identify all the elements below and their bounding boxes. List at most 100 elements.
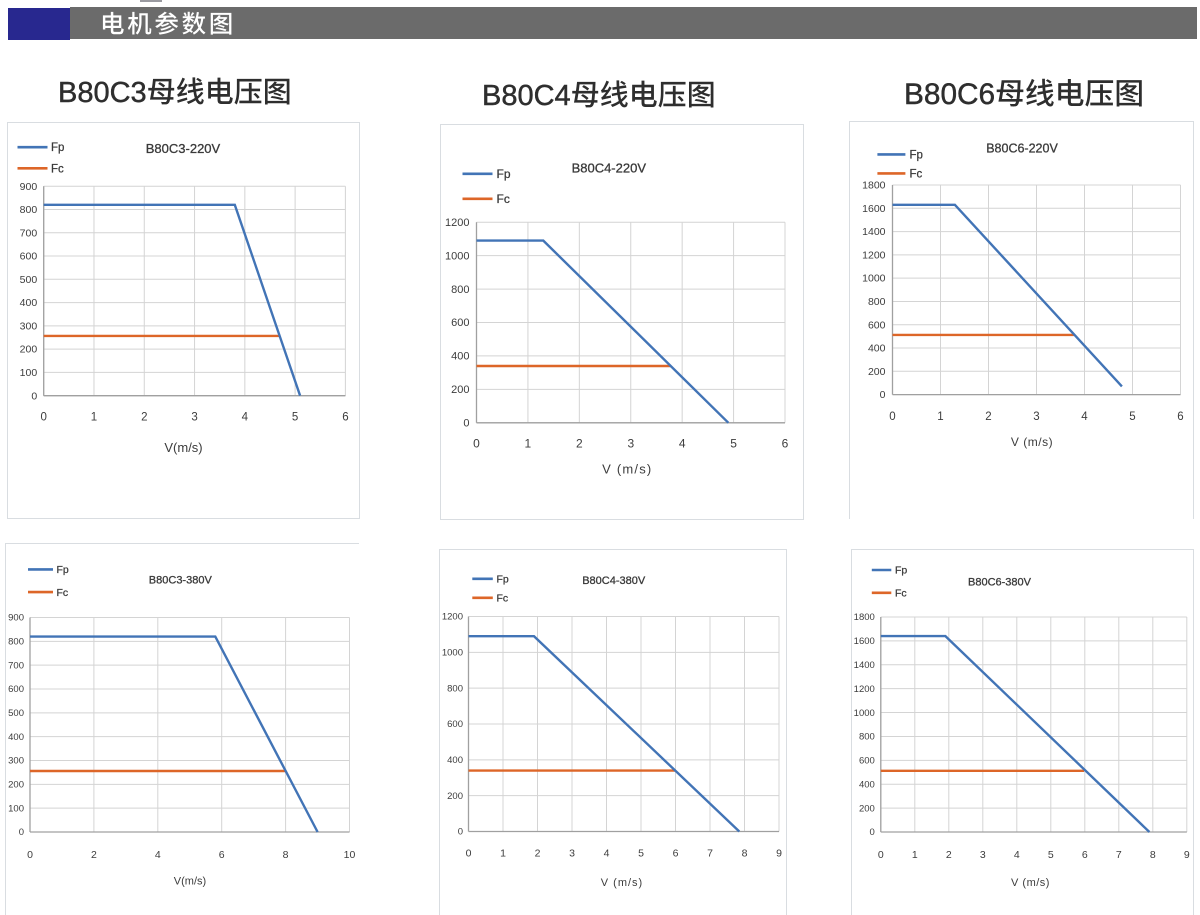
svg-text:4: 4 — [604, 848, 610, 860]
svg-text:1: 1 — [500, 848, 506, 860]
svg-text:200: 200 — [20, 344, 38, 356]
svg-text:4: 4 — [1081, 411, 1088, 423]
svg-text:5: 5 — [730, 436, 737, 450]
svg-text:B80C3-220V: B80C3-220V — [146, 141, 221, 156]
svg-text:B80C6-380V: B80C6-380V — [968, 577, 1032, 589]
svg-text:B80C3: B80C3 — [58, 77, 147, 109]
svg-text:800: 800 — [447, 683, 463, 694]
svg-text:400: 400 — [20, 297, 38, 309]
svg-text:Fp: Fp — [895, 565, 907, 577]
svg-text:V (m/s): V (m/s) — [1011, 435, 1053, 449]
svg-text:3: 3 — [627, 436, 634, 450]
svg-text:3: 3 — [1033, 411, 1039, 423]
svg-text:400: 400 — [8, 732, 24, 743]
svg-text:700: 700 — [20, 227, 38, 239]
svg-text:6: 6 — [781, 436, 788, 450]
svg-text:4: 4 — [678, 436, 685, 450]
svg-text:B80C6-220V: B80C6-220V — [986, 142, 1058, 156]
svg-text:200: 200 — [447, 791, 463, 802]
svg-text:B80C4-380V: B80C4-380V — [582, 575, 646, 587]
svg-text:Fp: Fp — [51, 142, 64, 154]
svg-text:3: 3 — [979, 849, 985, 861]
svg-text:100: 100 — [20, 367, 38, 379]
svg-text:9: 9 — [776, 848, 782, 860]
svg-text:Fp: Fp — [910, 149, 923, 161]
svg-text:900: 900 — [20, 181, 38, 193]
svg-text:1: 1 — [524, 436, 531, 450]
svg-text:600: 600 — [858, 756, 874, 767]
svg-text:6: 6 — [673, 848, 679, 860]
svg-text:10: 10 — [344, 849, 356, 861]
svg-text:4: 4 — [242, 412, 249, 424]
svg-text:V(m/s): V(m/s) — [164, 440, 202, 455]
svg-text:V (m/s): V (m/s) — [601, 877, 643, 889]
svg-text:1: 1 — [911, 849, 917, 861]
svg-text:300: 300 — [20, 320, 38, 332]
svg-text:0: 0 — [466, 848, 472, 860]
svg-text:1800: 1800 — [862, 180, 886, 192]
svg-text:1800: 1800 — [853, 612, 874, 623]
svg-text:1600: 1600 — [853, 636, 874, 647]
svg-text:100: 100 — [8, 803, 24, 814]
svg-text:Fp: Fp — [496, 167, 510, 181]
svg-text:200: 200 — [868, 366, 886, 378]
svg-text:1000: 1000 — [862, 273, 886, 285]
svg-text:6: 6 — [342, 412, 348, 424]
svg-text:0: 0 — [463, 417, 469, 429]
svg-text:0: 0 — [27, 849, 33, 861]
svg-text:200: 200 — [451, 384, 469, 396]
svg-text:0: 0 — [869, 827, 874, 838]
svg-text:0: 0 — [458, 827, 463, 838]
svg-text:1000: 1000 — [445, 250, 469, 262]
svg-text:1600: 1600 — [862, 203, 886, 215]
svg-text:2: 2 — [535, 848, 541, 860]
svg-text:1: 1 — [91, 412, 97, 424]
svg-text:600: 600 — [447, 719, 463, 730]
svg-text:200: 200 — [858, 803, 874, 814]
svg-text:700: 700 — [8, 660, 24, 671]
svg-text:Fc: Fc — [910, 168, 923, 180]
svg-text:400: 400 — [451, 350, 469, 362]
svg-text:0: 0 — [40, 412, 46, 424]
svg-text:200: 200 — [8, 780, 24, 791]
svg-text:0: 0 — [31, 390, 37, 402]
svg-text:1000: 1000 — [853, 708, 874, 719]
svg-text:2: 2 — [91, 849, 97, 861]
svg-text:800: 800 — [858, 732, 874, 743]
svg-text:5: 5 — [292, 412, 298, 424]
svg-text:600: 600 — [8, 684, 24, 695]
svg-text:600: 600 — [20, 251, 38, 263]
svg-text:Fc: Fc — [496, 192, 509, 206]
svg-text:B80C3-380V: B80C3-380V — [149, 575, 213, 587]
svg-text:800: 800 — [20, 204, 38, 216]
svg-text:Fp: Fp — [497, 574, 509, 586]
svg-text:Fc: Fc — [51, 163, 64, 175]
svg-text:1200: 1200 — [853, 684, 874, 695]
svg-text:1200: 1200 — [442, 612, 463, 623]
svg-text:1: 1 — [937, 411, 943, 423]
svg-text:2: 2 — [945, 849, 951, 861]
svg-text:V (m/s): V (m/s) — [602, 461, 652, 476]
svg-text:V(m/s): V(m/s) — [174, 876, 206, 888]
svg-text:2: 2 — [575, 436, 582, 450]
svg-text:0: 0 — [473, 436, 480, 450]
svg-text:400: 400 — [858, 780, 874, 791]
svg-text:8: 8 — [283, 849, 289, 861]
svg-text:600: 600 — [451, 317, 469, 329]
svg-text:800: 800 — [451, 283, 469, 295]
svg-text:9: 9 — [1183, 849, 1189, 861]
svg-text:B80C6: B80C6 — [904, 78, 995, 111]
svg-text:300: 300 — [8, 756, 24, 767]
svg-text:V (m/s): V (m/s) — [1011, 877, 1050, 889]
svg-text:B80C4-220V: B80C4-220V — [571, 160, 646, 175]
svg-text:800: 800 — [8, 637, 24, 648]
svg-text:Fc: Fc — [497, 593, 509, 605]
svg-text:Fp: Fp — [57, 564, 69, 576]
svg-text:3: 3 — [569, 848, 575, 860]
svg-text:500: 500 — [8, 708, 24, 719]
svg-text:2: 2 — [141, 412, 147, 424]
svg-text:400: 400 — [447, 755, 463, 766]
svg-text:500: 500 — [20, 274, 38, 286]
svg-text:5: 5 — [1047, 849, 1053, 861]
svg-text:0: 0 — [19, 827, 24, 838]
